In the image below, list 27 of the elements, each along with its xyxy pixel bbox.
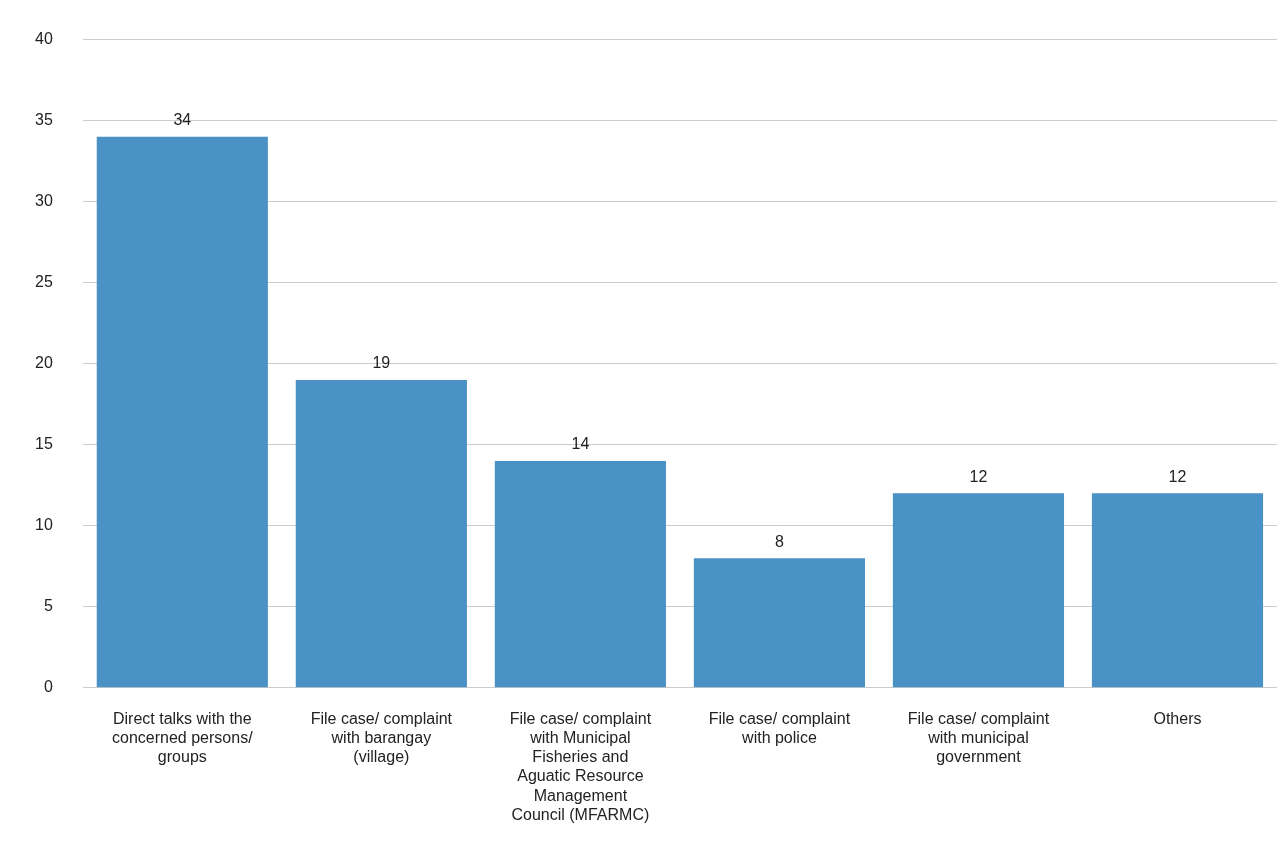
- y-tick-label: 25: [35, 273, 53, 291]
- bar: [1091, 493, 1264, 688]
- y-tick-label: 20: [35, 354, 53, 372]
- y-tick-label: 0: [43, 678, 53, 696]
- bar: [494, 460, 666, 688]
- x-tick-label: Others: [1153, 709, 1202, 727]
- data-label: 14: [571, 435, 590, 453]
- bar: [96, 136, 268, 688]
- data-label: 12: [969, 467, 988, 485]
- y-tick-label: 30: [35, 192, 53, 210]
- x-tick-label: File case/ complaint with police: [708, 709, 851, 747]
- x-tick-label: Direct talks with the concerned persons/ groups: [112, 709, 254, 766]
- y-tick-label: 10: [35, 516, 53, 534]
- data-label: 12: [1168, 467, 1187, 485]
- data-label: 34: [173, 111, 192, 129]
- x-tick-label: File case/ complaint with Municipal Fisheries and Aguatic Resource Management Council (MFARMC): [509, 709, 652, 823]
- data-label: 8: [774, 532, 784, 550]
- y-tick-label: 35: [35, 111, 53, 129]
- bar: [892, 493, 1065, 688]
- data-label: 19: [372, 354, 391, 372]
- y-tick-label: 5: [43, 597, 53, 615]
- x-tick-label: File case/ complaint with barangay (village): [310, 709, 453, 766]
- x-tick-label: File case/ complaint with municipal government: [907, 709, 1050, 766]
- bar: [693, 558, 865, 688]
- y-tick-label: 15: [35, 435, 53, 453]
- bar: [295, 379, 467, 688]
- y-tick-label: 40: [35, 30, 53, 48]
